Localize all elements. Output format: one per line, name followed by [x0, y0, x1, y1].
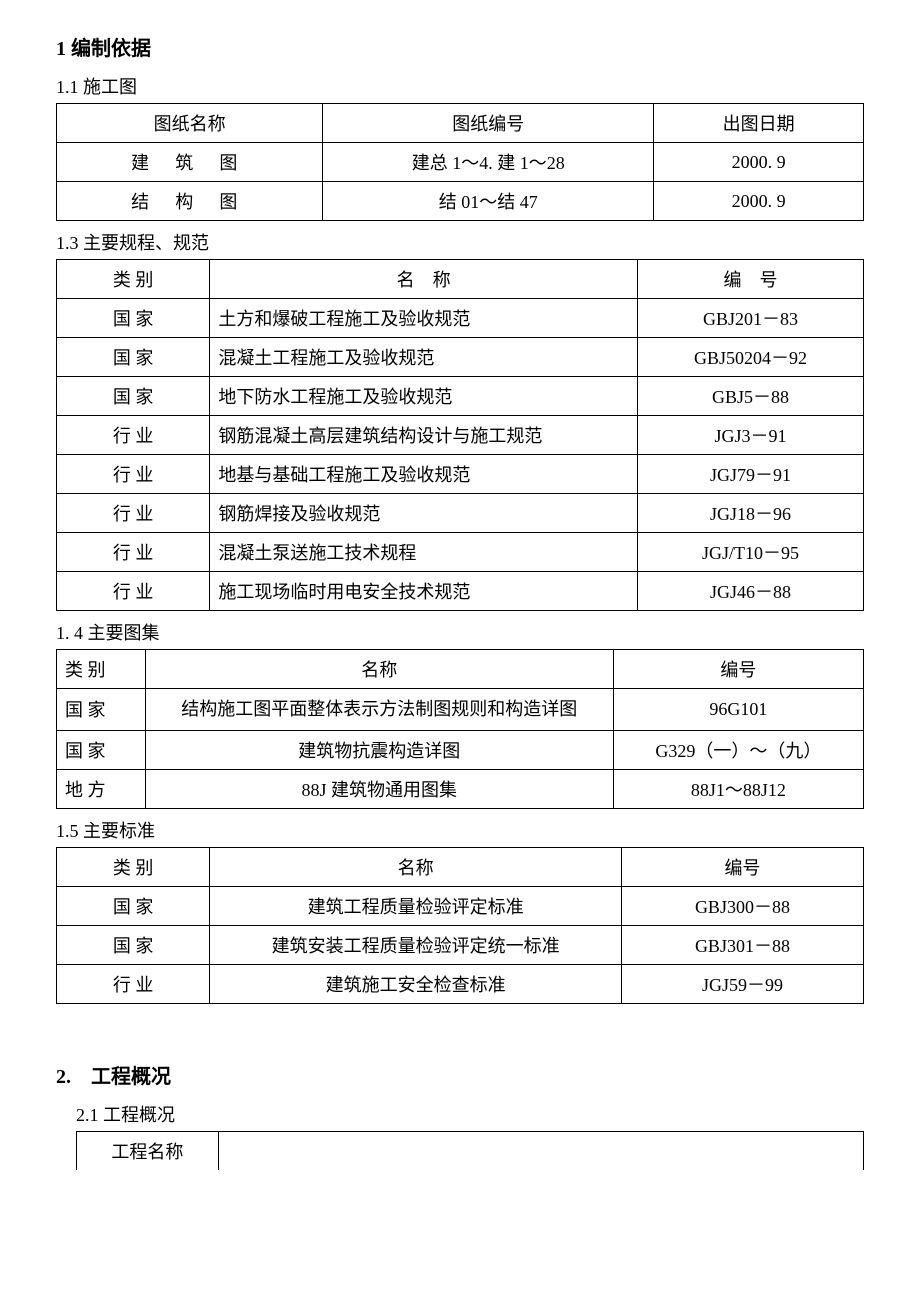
table-row: 地 方 88J 建筑物通用图集 88J1～88J12 [57, 769, 864, 808]
table-row: 国 家土方和爆破工程施工及验收规范GBJ201－83 [57, 299, 864, 338]
cell: GBJ300－88 [621, 886, 863, 925]
cell: 结 01～结 47 [323, 182, 654, 221]
th-category: 类 别 [57, 650, 146, 689]
table-row: 行 业钢筋焊接及验收规范JGJ18－96 [57, 494, 864, 533]
cell: 土方和爆破工程施工及验收规范 [210, 299, 638, 338]
cell: JGJ18－96 [638, 494, 864, 533]
th-name: 名称 [210, 847, 622, 886]
cell: GBJ50204－92 [638, 338, 864, 377]
cell-project-name-label: 工程名称 [77, 1131, 219, 1170]
th-number: 编 号 [638, 260, 864, 299]
table-row: 国 家建筑安装工程质量检验评定统一标准GBJ301－88 [57, 925, 864, 964]
cell: 国 家 [57, 689, 146, 731]
cell: 行 业 [57, 964, 210, 1003]
cell: 国 家 [57, 730, 146, 769]
th-date: 出图日期 [654, 104, 864, 143]
cell: 结 构 图 [57, 182, 323, 221]
cell: GBJ301－88 [621, 925, 863, 964]
cell: JGJ79－91 [638, 455, 864, 494]
cell: 行 业 [57, 455, 210, 494]
cell: 建 筑 图 [57, 143, 323, 182]
cell: 国 家 [57, 886, 210, 925]
table-header-row: 类 别 名 称 编 号 [57, 260, 864, 299]
cell: 建总 1～4. 建 1～28 [323, 143, 654, 182]
th-category: 类 别 [57, 260, 210, 299]
subsection-1-1: 1.1 施工图 [56, 73, 864, 99]
table-row: 国 家建筑工程质量检验评定标准GBJ300－88 [57, 886, 864, 925]
cell: G329（一）～（九） [613, 730, 863, 769]
subsection-1-5: 1.5 主要标准 [56, 817, 864, 843]
table-header-row: 类 别 名称 编号 [57, 650, 864, 689]
table-row: 国 家地下防水工程施工及验收规范GBJ5－88 [57, 377, 864, 416]
table-row: 国 家 建筑物抗震构造详图 G329（一）～（九） [57, 730, 864, 769]
cell: 施工现场临时用电安全技术规范 [210, 572, 638, 611]
cell: 88J 建筑物通用图集 [145, 769, 613, 808]
cell: JGJ/T10－95 [638, 533, 864, 572]
cell: GBJ201－83 [638, 299, 864, 338]
cell: 地基与基础工程施工及验收规范 [210, 455, 638, 494]
table-row: 工程名称 [77, 1131, 864, 1170]
cell: 国 家 [57, 299, 210, 338]
table-2-1: 工程名称 [76, 1131, 864, 1170]
cell: 国 家 [57, 338, 210, 377]
th-category: 类 别 [57, 847, 210, 886]
cell: 行 业 [57, 494, 210, 533]
cell: 钢筋混凝土高层建筑结构设计与施工规范 [210, 416, 638, 455]
cell: 结构施工图平面整体表示方法制图规则和构造详图 [145, 689, 613, 731]
cell: 96G101 [613, 689, 863, 731]
cell: 国 家 [57, 925, 210, 964]
cell: JGJ46－88 [638, 572, 864, 611]
th-number: 图纸编号 [323, 104, 654, 143]
cell: 建筑施工安全检查标准 [210, 964, 622, 1003]
cell: 2000. 9 [654, 143, 864, 182]
table-1-5: 类 别 名称 编号 国 家建筑工程质量检验评定标准GBJ300－88 国 家建筑… [56, 847, 864, 1004]
subsection-2-1: 2.1 工程概况 [76, 1101, 864, 1127]
table-row: 结 构 图 结 01～结 47 2000. 9 [57, 182, 864, 221]
cell: 建筑物抗震构造详图 [145, 730, 613, 769]
cell: 建筑工程质量检验评定标准 [210, 886, 622, 925]
cell: JGJ59－99 [621, 964, 863, 1003]
cell-project-name-value [218, 1131, 863, 1170]
table-row: 国 家 结构施工图平面整体表示方法制图规则和构造详图 96G101 [57, 689, 864, 731]
table-row: 建 筑 图 建总 1～4. 建 1～28 2000. 9 [57, 143, 864, 182]
table-header-row: 类 别 名称 编号 [57, 847, 864, 886]
cell: 行 业 [57, 416, 210, 455]
table-row: 国 家混凝土工程施工及验收规范GBJ50204－92 [57, 338, 864, 377]
table-row: 行 业地基与基础工程施工及验收规范JGJ79－91 [57, 455, 864, 494]
cell: 钢筋焊接及验收规范 [210, 494, 638, 533]
cell: 建筑安装工程质量检验评定统一标准 [210, 925, 622, 964]
table-header-row: 图纸名称 图纸编号 出图日期 [57, 104, 864, 143]
cell: 国 家 [57, 377, 210, 416]
table-1-3: 类 别 名 称 编 号 国 家土方和爆破工程施工及验收规范GBJ201－83 国… [56, 259, 864, 611]
table-row: 行 业建筑施工安全检查标准JGJ59－99 [57, 964, 864, 1003]
subsection-1-4: 1. 4 主要图集 [56, 619, 864, 645]
cell: 混凝土泵送施工技术规程 [210, 533, 638, 572]
section-1-title: 1 编制依据 [56, 32, 864, 61]
table-row: 行 业钢筋混凝土高层建筑结构设计与施工规范JGJ3－91 [57, 416, 864, 455]
table-row: 行 业施工现场临时用电安全技术规范JGJ46－88 [57, 572, 864, 611]
th-name: 图纸名称 [57, 104, 323, 143]
cell: 行 业 [57, 533, 210, 572]
section-2-title: 2. 工程概况 [56, 1060, 864, 1089]
cell: 地下防水工程施工及验收规范 [210, 377, 638, 416]
th-number: 编号 [613, 650, 863, 689]
th-name: 名 称 [210, 260, 638, 299]
th-name: 名称 [145, 650, 613, 689]
cell: 行 业 [57, 572, 210, 611]
subsection-1-3: 1.3 主要规程、规范 [56, 229, 864, 255]
cell: JGJ3－91 [638, 416, 864, 455]
th-number: 编号 [621, 847, 863, 886]
cell: GBJ5－88 [638, 377, 864, 416]
cell: 地 方 [57, 769, 146, 808]
table-1-1: 图纸名称 图纸编号 出图日期 建 筑 图 建总 1～4. 建 1～28 2000… [56, 103, 864, 221]
cell: 混凝土工程施工及验收规范 [210, 338, 638, 377]
table-1-4: 类 别 名称 编号 国 家 结构施工图平面整体表示方法制图规则和构造详图 96G… [56, 649, 864, 809]
cell: 2000. 9 [654, 182, 864, 221]
table-row: 行 业混凝土泵送施工技术规程JGJ/T10－95 [57, 533, 864, 572]
cell: 88J1～88J12 [613, 769, 863, 808]
spacer [56, 1012, 864, 1052]
